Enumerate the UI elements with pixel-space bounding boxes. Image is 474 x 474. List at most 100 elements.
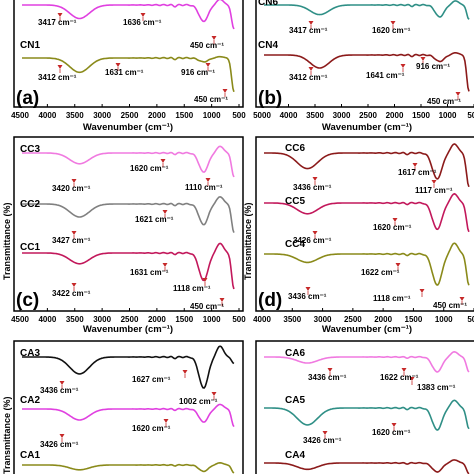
x-tick-label: 2000 (386, 111, 404, 120)
panel-label-c: (c) (16, 290, 39, 311)
annotation-c-1631: 1631 cm⁻¹ (130, 268, 169, 277)
peak-arrow-icon (211, 36, 217, 40)
annotation-b-1641: 1641 cm⁻¹ (366, 71, 405, 80)
annotation-d-1118: 1118 cm⁻¹ (373, 294, 411, 303)
annotation-b-916: 916 cm⁻¹ (416, 62, 450, 71)
spectrum-line-ca1 (22, 461, 235, 474)
series-label-cc3: CC3 (20, 144, 40, 155)
spectrum-line-cc6 (264, 143, 470, 188)
peak-arrow-icon (59, 434, 65, 438)
series-label-cc6: CC6 (285, 143, 305, 154)
peak-arrow-icon (390, 21, 396, 25)
peak-arrow-icon (305, 287, 311, 291)
x-tick-label: 500 (232, 315, 246, 324)
annotation-b-3412: 3412 cm⁻¹ (289, 73, 328, 82)
peak-arrow-icon (431, 180, 437, 184)
peak-arrow-icon (182, 370, 188, 374)
xlabel-b: Wavenumber (cm⁻¹) (322, 122, 412, 133)
peak-arrow-icon (59, 381, 65, 385)
peak-arrow-icon (420, 57, 426, 61)
xlabel-d: Wavenumber (cm⁻¹) (322, 324, 412, 335)
x-tick-label: 2500 (121, 315, 139, 324)
annotation-e-1620: 1620 cm⁻¹ (132, 424, 171, 433)
x-tick-label: 3500 (66, 315, 84, 324)
ylabel-e: Transmittance (%) (2, 396, 12, 474)
x-tick-label: 2500 (121, 111, 139, 120)
x-tick-label: 1000 (439, 111, 457, 120)
annotation-d-3436a: 3436 cm⁻¹ (293, 183, 332, 192)
panel-d-frame (255, 136, 474, 312)
annotation-e-3436: 3436 cm⁻¹ (40, 386, 79, 395)
spectrum-line-cc4 (264, 242, 470, 286)
annotation-e-1002: 1002 cm⁻¹ (179, 397, 218, 406)
spectrum-line-ca6 (264, 350, 470, 373)
x-tick-label: 500 (232, 111, 246, 120)
annotation-e-3426: 3426 cm⁻¹ (40, 440, 79, 449)
spectrum-line-cc3 (22, 145, 235, 178)
annotation-c-3420: 3420 cm⁻¹ (52, 184, 91, 193)
x-tick-label: 3500 (306, 111, 324, 120)
spectrum-line-cc1 (22, 242, 235, 290)
spectra-layer (22, 0, 470, 474)
x-tick-label: 3000 (333, 111, 351, 120)
spectrum-line-panel-a-top (22, 0, 235, 30)
peak-arrow-icon (327, 368, 333, 372)
x-tick-label: 500 (467, 111, 474, 120)
peak-arrow-icon (322, 431, 328, 435)
annotation-a-1631: 1631 cm⁻¹ (105, 68, 144, 77)
peak-arrow-icon (409, 377, 415, 381)
peak-arrow-icon (391, 423, 397, 427)
spectrum-line-cc2 (22, 195, 235, 233)
peak-arrow-icon (71, 283, 77, 287)
series-label-cc1: CC1 (20, 242, 40, 253)
peak-arrow-icon (308, 21, 314, 25)
x-tick-label: 1000 (203, 315, 221, 324)
peak-arrow-icon (412, 163, 418, 167)
peak-arrow-icon (115, 63, 121, 67)
peak-arrow-icon (395, 263, 401, 267)
tick-layer: 4500 4000 3500 3000 2500 2000 1500 1000 500 5000 4… (11, 104, 474, 324)
annotation-d-1617: 1617 cm⁻¹ (398, 168, 437, 177)
annotation-a-3412: 3412 cm⁻¹ (38, 73, 77, 82)
x-tick-label: 4000 (38, 111, 56, 120)
panel-label-a: (a) (16, 88, 39, 109)
x-tick-label: 1500 (175, 111, 193, 120)
series-label-cn6: CN6 (258, 0, 278, 8)
series-label-ca6: CA6 (285, 348, 305, 359)
x-tick-label: 1500 (405, 315, 423, 324)
annotation-d-1622: 1622 cm⁻¹ (361, 268, 400, 277)
peak-arrow-icon (71, 231, 77, 235)
panel-label-b: (b) (258, 88, 282, 109)
annotation-d-3436b: 3436 cm⁻¹ (288, 292, 327, 301)
panel-e-frame (13, 340, 244, 474)
x-tick-label: 2000 (148, 111, 166, 120)
ylabel-c: Transmittance (%) (2, 202, 12, 280)
annotation-f-1383: 1383 cm⁻¹ (417, 383, 456, 392)
x-tick-label: 3000 (93, 315, 111, 324)
annotation-a-1636: 1636 cm⁻¹ (123, 18, 162, 27)
spectrum-line-ca4 (264, 459, 470, 474)
arrow-layer (57, 13, 465, 442)
annotation-f-1620: 1620 cm⁻¹ (372, 428, 411, 437)
panel-f-frame (255, 340, 474, 474)
x-tick-label: 2500 (344, 315, 362, 324)
panel-a-frame (13, 0, 244, 108)
x-tick-label: 3500 (283, 315, 301, 324)
annotation-c-1620: 1620 cm⁻¹ (130, 164, 169, 173)
x-tick-label: 2500 (359, 111, 377, 120)
ylabel-d: Transmittance (%) (243, 202, 253, 280)
xlabel-c: Wavenumber (cm⁻¹) (83, 324, 173, 335)
peak-arrow-icon (455, 92, 461, 96)
series-label-cc4: CC4 (285, 239, 305, 250)
annotation-a-450a: 450 cm⁻¹ (190, 41, 224, 50)
peak-arrow-icon (205, 178, 211, 182)
annotation-b-450: 450 cm⁻¹ (427, 97, 461, 106)
peak-arrow-icon (205, 63, 211, 67)
annotation-d-1620: 1620 cm⁻¹ (373, 223, 412, 232)
spectrum-line-cn6 (264, 0, 470, 20)
peak-arrow-icon (140, 13, 146, 17)
peak-arrow-icon (162, 263, 168, 267)
x-tick-label: 4000 (38, 315, 56, 324)
peak-arrow-icon (57, 13, 63, 17)
peak-arrow-icon (459, 297, 465, 301)
